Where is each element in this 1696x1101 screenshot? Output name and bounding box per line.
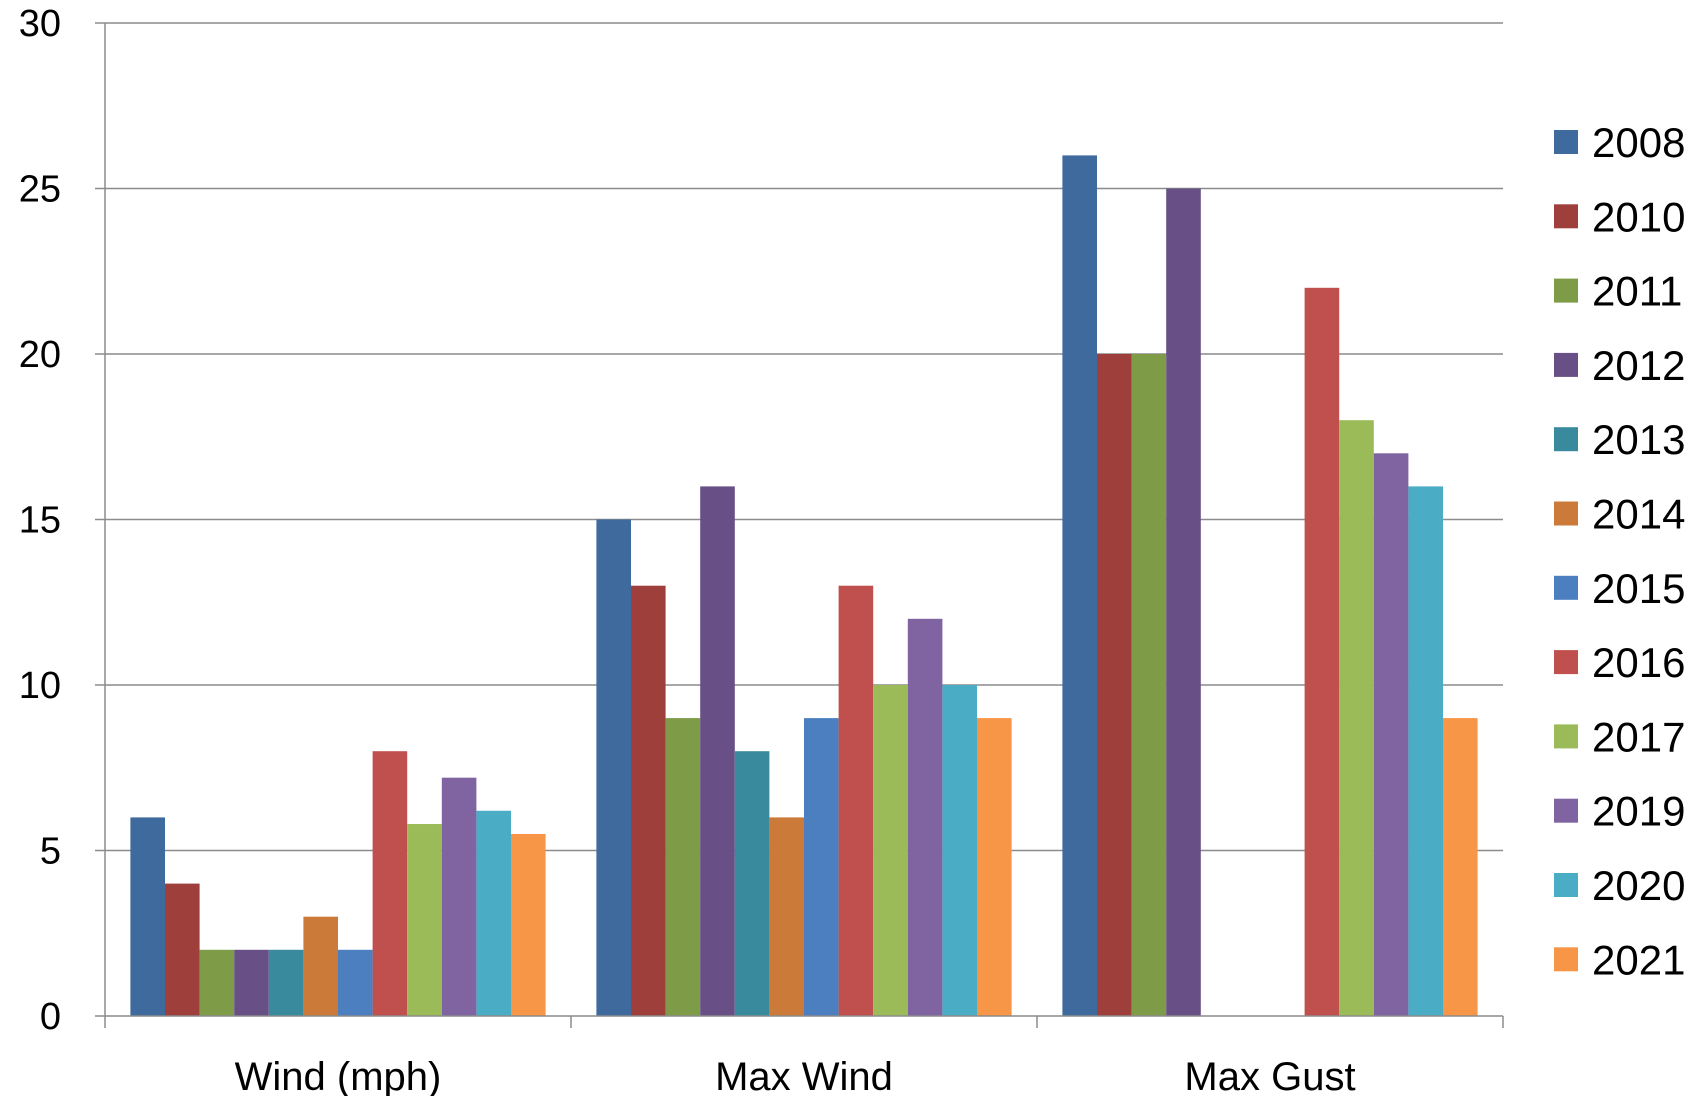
legend-label: 2008	[1592, 119, 1685, 166]
x-category-label: Wind (mph)	[235, 1055, 442, 1096]
legend-label: 2021	[1592, 936, 1685, 983]
bar	[1097, 354, 1132, 1016]
bar	[303, 916, 338, 1016]
legend-swatch	[1554, 798, 1578, 823]
bar	[372, 751, 408, 1016]
bars	[130, 155, 1478, 1016]
legend-label: 2010	[1592, 193, 1685, 240]
bar	[338, 949, 373, 1016]
legend-swatch	[1554, 947, 1578, 972]
x-category-label: Max Wind	[715, 1055, 893, 1096]
x-category-label: Max Gust	[1184, 1055, 1355, 1096]
bar	[1339, 420, 1374, 1016]
legend-swatch	[1554, 278, 1578, 303]
y-tick-label: 0	[40, 996, 61, 1038]
legend-swatch	[1554, 501, 1578, 526]
bar	[700, 486, 735, 1016]
bar	[441, 777, 477, 1016]
legend-swatch	[1554, 724, 1578, 749]
y-tick-label: 30	[19, 3, 61, 45]
legend-swatch	[1554, 130, 1578, 154]
y-axis-tick-labels: 0 5 10 15 20 25 30	[19, 3, 61, 1038]
bar	[268, 949, 304, 1016]
y-tick-label: 15	[19, 500, 61, 542]
x-axis-category-labels: Wind (mph) Max Wind Max Gust	[235, 1055, 1356, 1099]
bar	[1304, 287, 1340, 1016]
bar	[1373, 453, 1409, 1016]
legend-swatch	[1554, 427, 1578, 452]
legend-label: 2012	[1592, 342, 1685, 389]
y-tick-label: 5	[40, 831, 61, 873]
bar	[734, 751, 770, 1016]
gridlines	[105, 22, 1503, 852]
bar	[199, 949, 235, 1016]
axes	[95, 22, 1504, 1028]
bar	[596, 519, 631, 1016]
y-tick-label: 10	[19, 665, 61, 707]
legend-label: 2015	[1592, 565, 1685, 612]
bar	[234, 949, 269, 1016]
legend-label: 2019	[1592, 788, 1685, 835]
bar	[907, 618, 943, 1016]
bar	[165, 883, 200, 1016]
bar	[476, 810, 511, 1016]
bar	[130, 817, 165, 1016]
bar	[769, 817, 804, 1016]
bar	[1166, 188, 1201, 1016]
bar	[1062, 155, 1097, 1016]
legend-label: 2016	[1592, 639, 1685, 686]
bar	[942, 685, 977, 1016]
legend-swatch	[1554, 204, 1578, 229]
legend-swatch	[1554, 650, 1578, 675]
bar	[511, 833, 546, 1016]
bar	[838, 585, 874, 1016]
y-tick-label: 25	[19, 169, 61, 211]
bar	[1443, 718, 1478, 1016]
bar	[665, 718, 701, 1016]
bar	[804, 718, 839, 1016]
legend-swatch	[1554, 575, 1578, 600]
bar	[977, 718, 1012, 1016]
legend-label: 2020	[1592, 862, 1685, 909]
bar	[873, 685, 908, 1016]
legend-label: 2011	[1592, 268, 1682, 315]
y-tick-label: 20	[19, 334, 61, 376]
bar	[1131, 354, 1167, 1016]
legend-swatch	[1554, 873, 1578, 897]
legend-label: 2013	[1592, 416, 1685, 463]
legend-label: 2017	[1592, 713, 1685, 760]
legend-swatch	[1554, 352, 1578, 377]
bar	[1408, 486, 1443, 1016]
bar	[407, 824, 442, 1016]
legend-label: 2014	[1592, 491, 1685, 538]
legend: 2008 2010 2011 2012 2013 2014 2015 2016 2017 2019…	[1554, 119, 1685, 983]
bar	[631, 585, 666, 1016]
